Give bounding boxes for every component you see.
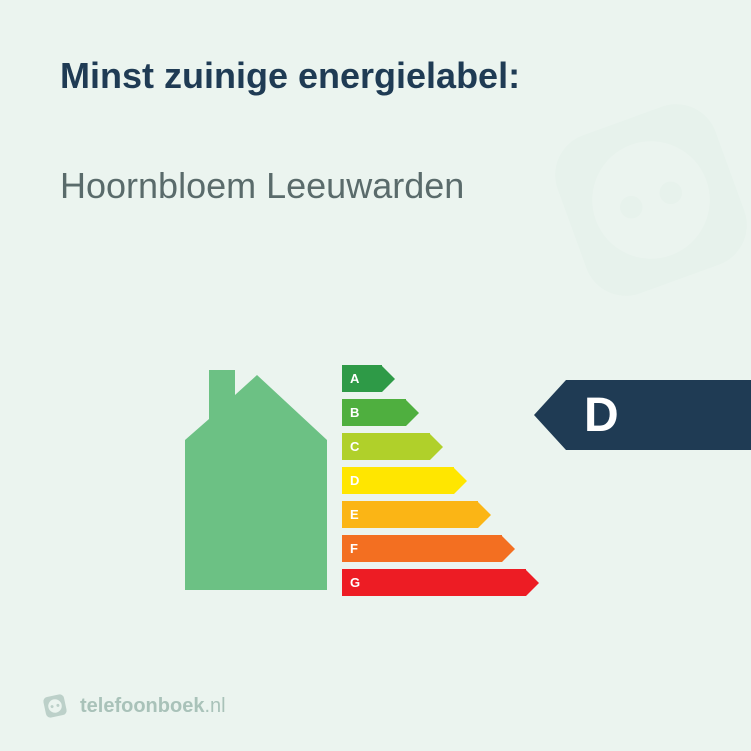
bar-label: E [350, 501, 359, 528]
phonebook-icon [40, 691, 70, 721]
rating-badge: D [534, 380, 751, 450]
watermark-plug-icon [511, 60, 751, 340]
location-subtitle: Hoornbloem Leeuwarden [60, 165, 464, 207]
bar-label: G [350, 569, 360, 596]
bar-label: A [350, 365, 359, 392]
bar-label: F [350, 535, 358, 562]
bar-label: C [350, 433, 359, 460]
footer-domain: .nl [204, 695, 225, 717]
footer-branding: telefoonboek.nl [40, 691, 226, 721]
rating-letter: D [584, 388, 619, 443]
bar-label: D [350, 467, 359, 494]
house-icon [175, 355, 350, 610]
bar-label: B [350, 399, 359, 426]
page-title: Minst zuinige energielabel: [60, 55, 520, 97]
footer-brand: telefoonboek [80, 695, 204, 717]
